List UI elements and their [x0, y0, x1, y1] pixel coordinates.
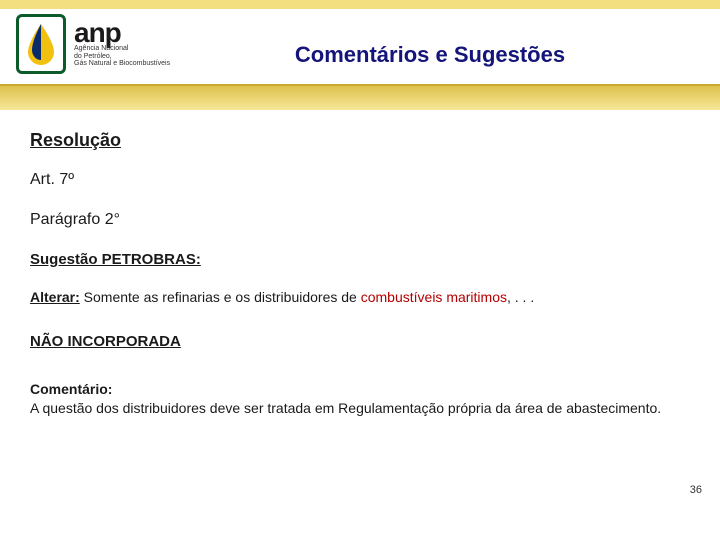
alterar-before: Somente as refinarias e os distribuidore…: [80, 289, 361, 305]
section-heading: Resolução: [30, 130, 690, 151]
suggestion-label: Sugestão PETROBRAS:: [30, 251, 690, 268]
header-stripe-top: [0, 0, 720, 9]
alterar-text: Alterar: Somente as refinarias e os dist…: [30, 288, 690, 307]
page-title: Comentários e Sugestões: [0, 42, 720, 68]
comentario-block: Comentário: A questão dos distribuidores…: [30, 380, 690, 418]
comentario-text: A questão dos distribuidores deve ser tr…: [30, 400, 661, 416]
alterar-lead: Alterar:: [30, 289, 80, 305]
status-label: NÃO INCORPORADA: [30, 333, 690, 350]
content: Resolução Art. 7º Parágrafo 2° Sugestão …: [30, 130, 690, 418]
alterar-red: combustíveis maritimos: [361, 289, 507, 305]
alterar-after: , . . .: [507, 289, 534, 305]
page-number: 36: [690, 484, 702, 496]
article-label: Art. 7º: [30, 171, 690, 189]
paragraph-label: Parágrafo 2°: [30, 211, 690, 229]
header-stripe-bottom: [0, 84, 720, 110]
comentario-lead: Comentário:: [30, 381, 112, 397]
